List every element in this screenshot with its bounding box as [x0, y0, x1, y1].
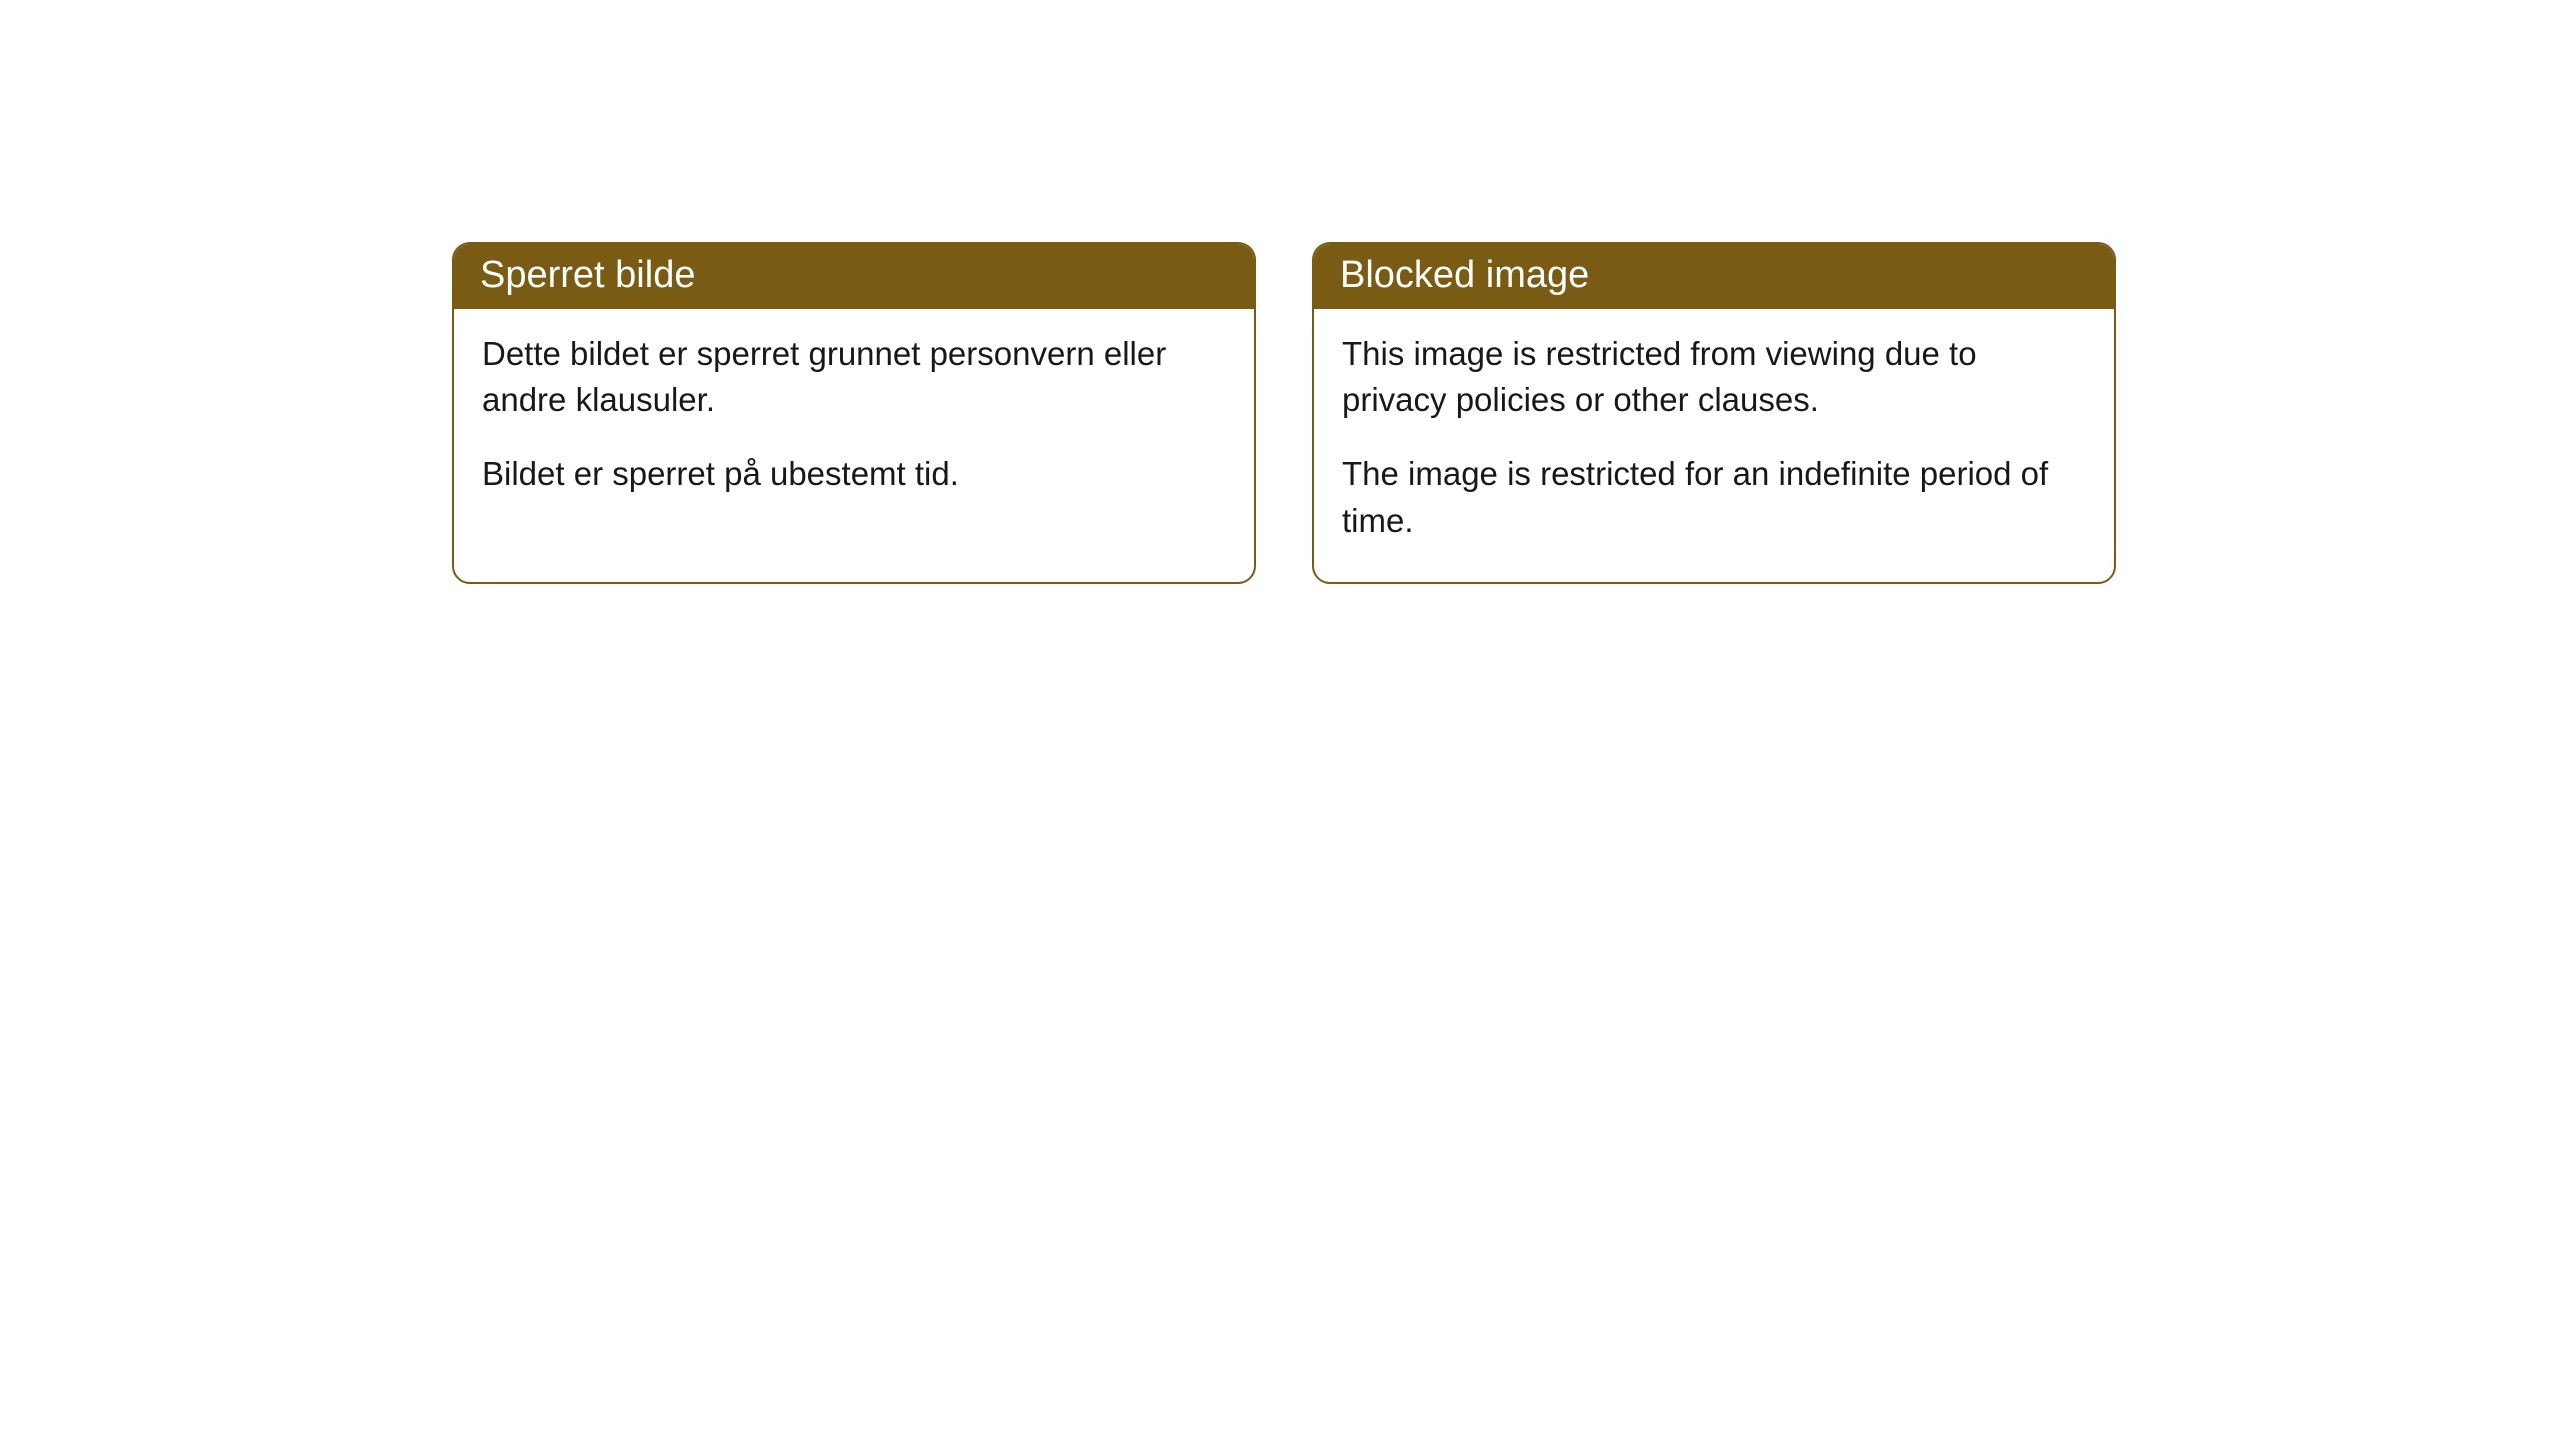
card-title: Blocked image — [1340, 254, 1589, 296]
card-title: Sperret bilde — [480, 254, 695, 296]
card-body-norwegian: Dette bildet er sperret grunnet personve… — [454, 309, 1254, 536]
notice-card-english: Blocked image This image is restricted f… — [1312, 242, 2116, 584]
card-header-english: Blocked image — [1314, 244, 2114, 309]
card-paragraph: The image is restricted for an indefinit… — [1342, 451, 2086, 543]
notice-cards-container: Sperret bilde Dette bildet er sperret gr… — [452, 242, 2116, 584]
card-body-english: This image is restricted from viewing du… — [1314, 309, 2114, 582]
card-paragraph: Dette bildet er sperret grunnet personve… — [482, 331, 1226, 423]
card-paragraph: This image is restricted from viewing du… — [1342, 331, 2086, 423]
card-paragraph: Bildet er sperret på ubestemt tid. — [482, 451, 1226, 497]
card-header-norwegian: Sperret bilde — [454, 244, 1254, 309]
notice-card-norwegian: Sperret bilde Dette bildet er sperret gr… — [452, 242, 1256, 584]
